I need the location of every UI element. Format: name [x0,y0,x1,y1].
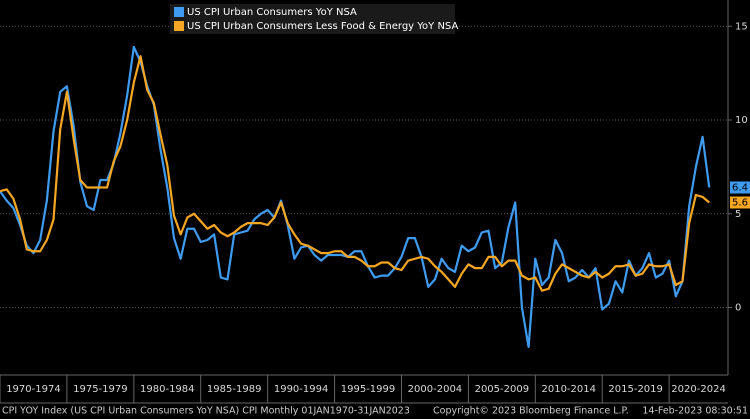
x-tick-label: 1975-1979 [73,384,128,395]
x-tick-label: 1970-1974 [6,384,61,395]
legend-label: US CPI Urban Consumers Less Food & Energ… [187,21,458,32]
x-tick-label: 2020-2024 [671,384,726,395]
legend-label: US CPI Urban Consumers YoY NSA [187,7,357,18]
x-tick-label: 2005-2009 [475,384,530,395]
legend-box [170,4,455,34]
footer-source: CPI YOY Index (US CPI Urban Consumers Yo… [2,406,410,417]
x-tick-label: 1995-1999 [341,384,396,395]
x-tick-label: 1980-1984 [140,384,195,395]
x-tick-label: 2015-2019 [608,384,663,395]
last-value-badge [730,196,750,209]
footer-copyright: Copyright© 2023 Bloomberg Finance L.P. [433,406,629,417]
y-tick-label: 5 [735,209,741,220]
x-tick-label: 2010-2014 [541,384,596,395]
last-value-label: 5.6 [732,198,748,209]
y-tick-label: 10 [735,115,748,126]
last-value-badge [730,181,750,194]
x-tick-label: 1985-1989 [207,384,262,395]
legend-swatch [174,21,184,31]
x-tick-label: 2000-2004 [408,384,463,395]
y-tick-label: 15 [735,21,748,32]
x-tick-label: 1990-1994 [274,384,329,395]
legend: US CPI Urban Consumers YoY NSA US CPI Urb… [170,4,458,34]
y-tick-label: 0 [735,303,741,314]
legend-swatch [174,7,184,17]
series-line [0,55,710,292]
last-value-label: 6.4 [732,183,748,194]
footer-timestamp: 14-Feb-2023 08:30:51 [642,406,748,417]
